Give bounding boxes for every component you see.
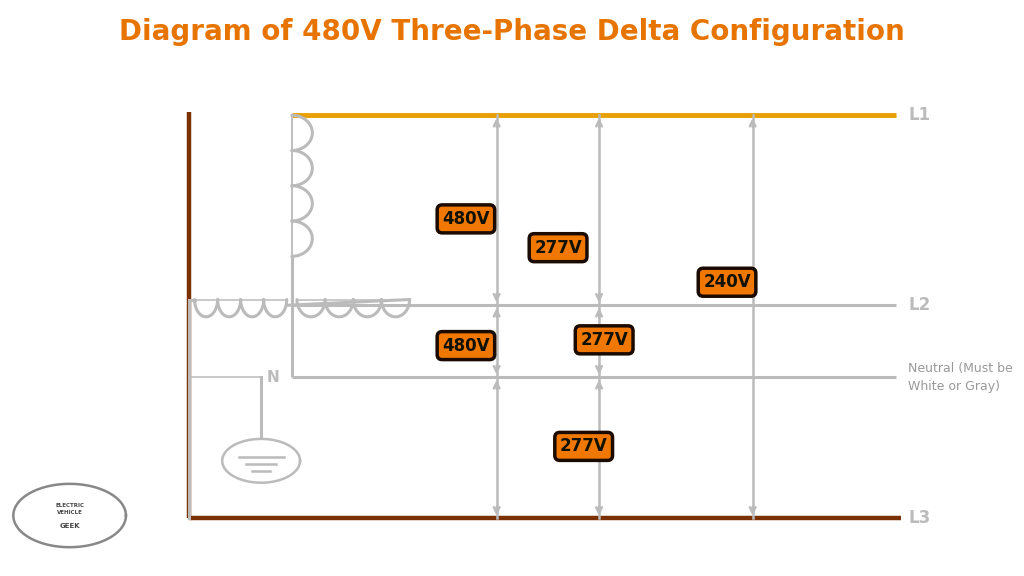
Text: 277V: 277V	[560, 437, 607, 456]
Text: 277V: 277V	[581, 331, 628, 349]
Text: N: N	[267, 370, 280, 385]
Text: L1: L1	[908, 106, 931, 124]
Text: ELECTRIC: ELECTRIC	[55, 503, 84, 507]
Polygon shape	[13, 484, 126, 547]
Text: 480V: 480V	[442, 210, 489, 228]
Text: VEHICLE: VEHICLE	[56, 510, 83, 515]
Text: L2: L2	[908, 296, 931, 314]
Text: 240V: 240V	[703, 273, 751, 291]
Text: Diagram of 480V Three-Phase Delta Configuration: Diagram of 480V Three-Phase Delta Config…	[119, 18, 905, 46]
Text: 480V: 480V	[442, 336, 489, 355]
Text: Neutral (Must be
White or Gray): Neutral (Must be White or Gray)	[908, 362, 1013, 393]
Text: L3: L3	[908, 509, 931, 528]
Text: GEEK: GEEK	[59, 523, 80, 529]
Polygon shape	[222, 439, 300, 483]
Text: 277V: 277V	[535, 238, 582, 257]
